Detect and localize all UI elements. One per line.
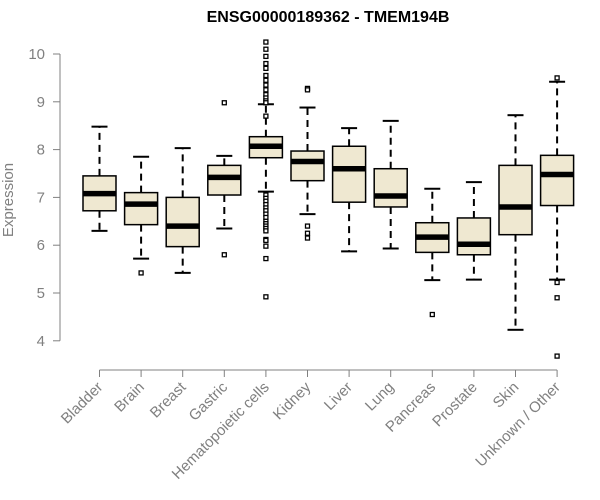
outlier-point (263, 60, 269, 67)
box-lung (373, 119, 408, 250)
x-tick-label: Brain (111, 379, 148, 416)
y-tick-label: 5 (37, 285, 45, 302)
outlier-point (554, 75, 560, 81)
box-bladder (82, 125, 117, 232)
box-iqr (290, 150, 325, 182)
box-iqr (456, 217, 492, 256)
box-iqr (373, 167, 408, 208)
outlier-point (263, 237, 269, 244)
box-kidney (290, 85, 325, 241)
box-liver (331, 127, 367, 253)
outlier-point (263, 53, 269, 60)
outlier-point (554, 353, 560, 359)
outlier-point (263, 77, 269, 83)
outlier-point (263, 228, 269, 234)
x-tick-label: Liver (321, 379, 356, 414)
outlier-point (263, 72, 269, 79)
y-axis: 4 5 6 7 8 9 10 (28, 46, 61, 350)
box-iqr (123, 191, 159, 226)
y-tick-label: 7 (37, 189, 45, 206)
outlier-point (263, 113, 269, 119)
box-gastric (207, 100, 242, 258)
x-tick-label: Prostate (429, 379, 481, 431)
outlier-point (263, 46, 269, 52)
x-tick-label: Lung (362, 379, 398, 415)
box-skin (498, 114, 533, 331)
outlier-point (304, 223, 311, 229)
outlier-point (429, 311, 435, 318)
box-iqr (207, 164, 242, 196)
outlier-point (221, 100, 227, 106)
box-iqr (498, 164, 533, 236)
box-breast (165, 147, 200, 274)
y-axis-title: Expression (0, 163, 17, 237)
box-iqr (165, 196, 200, 248)
y-tick-label: 9 (37, 94, 45, 111)
outlier-point (263, 39, 269, 45)
box-prostate (456, 181, 492, 281)
outlier-point (554, 279, 560, 286)
box-brain (123, 155, 159, 276)
y-tick-label: 4 (37, 333, 45, 350)
y-tick-label: 8 (37, 142, 45, 159)
x-tick-label: Bladder (58, 379, 107, 428)
outlier-point (138, 270, 144, 276)
boxes-group (82, 39, 575, 359)
outlier-point (304, 230, 311, 236)
outlier-point (304, 87, 311, 93)
outlier-point (263, 82, 269, 88)
outlier-point (263, 87, 269, 93)
y-tick-label: 6 (37, 237, 45, 254)
outlier-point (263, 243, 269, 249)
x-tick-label: Kidney (270, 378, 315, 423)
box-hematopoietic-cells (248, 39, 284, 300)
y-tick-label: 10 (28, 46, 45, 63)
x-tick-label: Skin (490, 379, 523, 412)
chart-title: ENSG00000189362 - TMEM194B (207, 9, 450, 26)
outlier-point (263, 65, 269, 71)
outlier-point (221, 252, 227, 258)
box-pancreas (415, 187, 450, 318)
box-iqr (331, 145, 367, 203)
x-tick-label: Breast (147, 378, 190, 421)
box-unknown-other (539, 75, 575, 359)
outlier-point (554, 295, 560, 301)
outlier-point (304, 235, 311, 241)
outlier-point (263, 100, 269, 106)
outlier-point (263, 255, 269, 262)
box-iqr (539, 154, 575, 207)
outlier-point (263, 294, 269, 300)
